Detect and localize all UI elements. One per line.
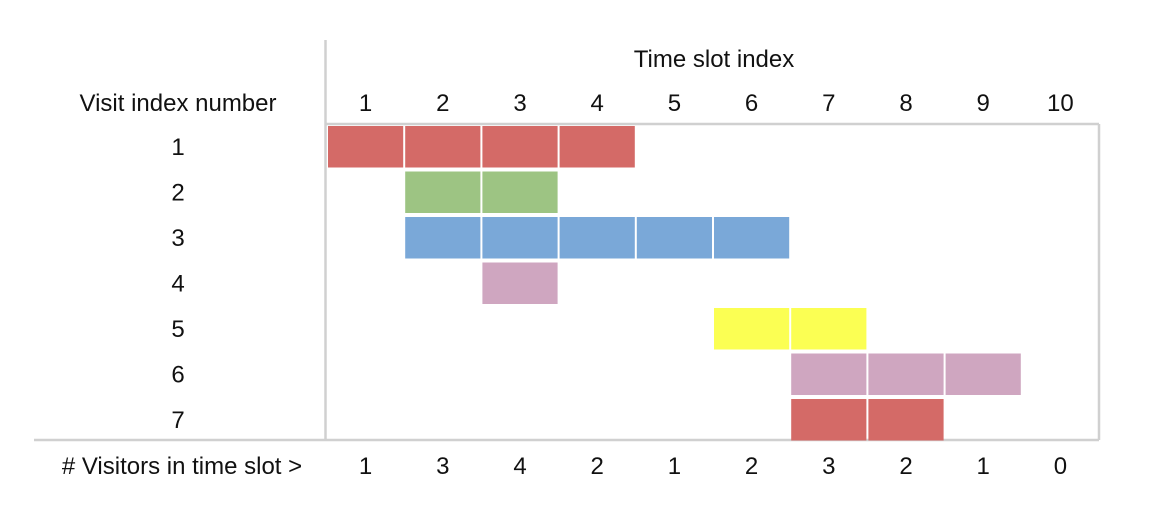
visitor-count-labels: 1 3 4 2 1 2 3 2 1 0 <box>359 453 1067 480</box>
visit-2-slot-3-cell <box>482 171 558 213</box>
visit-row-label: 2 <box>171 179 184 206</box>
visitor-count-label: 4 <box>513 453 526 480</box>
visit-labels: 1 2 3 4 5 6 7 <box>171 134 184 434</box>
visit-3-slot-5-cell <box>636 217 712 259</box>
visitor-count-label: 2 <box>591 453 604 480</box>
visitor-count-label: 1 <box>977 453 990 480</box>
time-slot-label: 10 <box>1047 90 1074 117</box>
visit-6-slot-7-cell <box>791 353 867 395</box>
visitor-count-label: 2 <box>899 453 912 480</box>
visit-3-slot-3-cell <box>482 217 558 259</box>
visit-row-label: 4 <box>171 270 184 297</box>
visit-3-slot-2-cell <box>405 217 481 259</box>
visit-1-slot-1-cell <box>328 126 404 168</box>
visit-6-slot-9-cell <box>945 353 1021 395</box>
visit-2-slot-2-cell <box>405 171 481 213</box>
time-slot-label: 1 <box>359 90 372 117</box>
visit-row-label: 3 <box>171 225 184 252</box>
visit-4-slot-3-cell <box>482 262 558 304</box>
time-slot-axis-title: Time slot index <box>634 46 795 73</box>
time-slot-label: 9 <box>977 90 990 117</box>
visit-5-slot-7-cell <box>791 308 867 350</box>
visit-row-label: 6 <box>171 361 184 388</box>
visit-1-slot-4-cell <box>559 126 635 168</box>
visit-row-label: 1 <box>171 134 184 161</box>
visitor-count-label: 1 <box>359 453 372 480</box>
time-slot-label: 4 <box>591 90 604 117</box>
visit-6-slot-8-cell <box>868 353 944 395</box>
visit-7-slot-8-cell <box>868 399 944 441</box>
visit-3-slot-6-cell <box>714 217 790 259</box>
visit-3-slot-4-cell <box>559 217 635 259</box>
visit-7-slot-7-cell <box>791 399 867 441</box>
visit-row-label: 5 <box>171 316 184 343</box>
labels: Time slot index Visit index number # Vis… <box>62 46 794 480</box>
time-slot-label: 5 <box>668 90 681 117</box>
visitor-count-label: 0 <box>1054 453 1067 480</box>
visit-1-slot-3-cell <box>482 126 558 168</box>
time-slot-label: 6 <box>745 90 758 117</box>
visit-1-slot-2-cell <box>405 126 481 168</box>
visitor-count-label: 1 <box>668 453 681 480</box>
visit-cells <box>328 126 1021 441</box>
time-slot-label: 8 <box>899 90 912 117</box>
visitor-count-label: 2 <box>745 453 758 480</box>
time-slot-label: 2 <box>436 90 449 117</box>
visitor-count-label: 3 <box>822 453 835 480</box>
visit-axis-title: Visit index number <box>80 90 277 117</box>
visit-5-slot-6-cell <box>714 308 790 350</box>
visitors-row-label: # Visitors in time slot > <box>62 453 302 480</box>
time-slot-label: 7 <box>822 90 835 117</box>
time-slot-labels: 1 2 3 4 5 6 7 8 9 10 <box>359 90 1074 117</box>
time-slot-label: 3 <box>513 90 526 117</box>
visit-row-label: 7 <box>171 407 184 434</box>
visitor-count-label: 3 <box>436 453 449 480</box>
